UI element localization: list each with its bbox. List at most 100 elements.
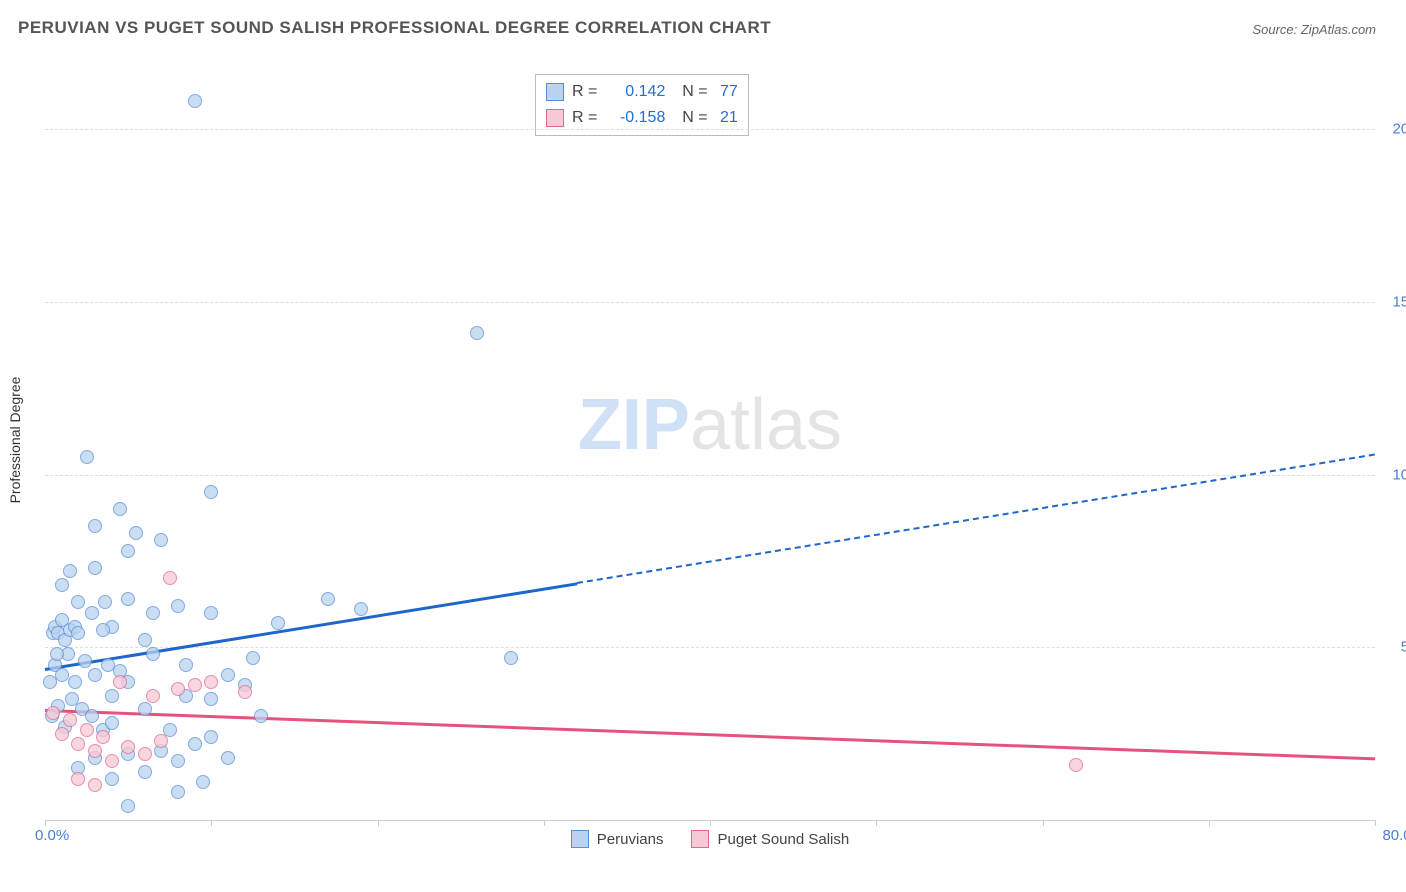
x-tick: [876, 820, 877, 826]
legend-item: Puget Sound Salish: [691, 830, 849, 848]
data-point: [96, 730, 110, 744]
data-point: [470, 326, 484, 340]
data-point: [96, 623, 110, 637]
data-point: [204, 485, 218, 499]
watermark-atlas: atlas: [690, 385, 842, 465]
y-axis-label: Professional Degree: [7, 377, 23, 504]
data-point: [188, 737, 202, 751]
y-tick-label: 20.0%: [1380, 121, 1406, 138]
legend-label: Peruvians: [597, 831, 664, 848]
x-tick: [1375, 820, 1376, 826]
data-point: [188, 678, 202, 692]
x-tick: [1043, 820, 1044, 826]
legend-swatch: [546, 83, 564, 101]
data-point: [121, 544, 135, 558]
data-point: [85, 606, 99, 620]
data-point: [71, 595, 85, 609]
data-point: [138, 702, 152, 716]
x-axis-max-label: 80.0%: [1382, 827, 1406, 844]
data-point: [78, 654, 92, 668]
x-tick: [544, 820, 545, 826]
data-point: [254, 709, 268, 723]
data-point: [71, 737, 85, 751]
data-point: [354, 602, 368, 616]
data-point: [55, 727, 69, 741]
gridline: [45, 302, 1375, 303]
data-point: [196, 775, 210, 789]
x-tick: [710, 820, 711, 826]
data-point: [204, 692, 218, 706]
data-point: [179, 658, 193, 672]
r-label: R =: [572, 83, 597, 101]
plot-container: ZIPatlas Professional Degree R =0.142 N …: [45, 50, 1375, 830]
data-point: [129, 526, 143, 540]
trend-line: [577, 454, 1375, 584]
chart-title: PERUVIAN VS PUGET SOUND SALISH PROFESSIO…: [18, 18, 771, 38]
gridline: [45, 647, 1375, 648]
y-tick-label: 15.0%: [1380, 293, 1406, 310]
x-tick: [1209, 820, 1210, 826]
plot-area: ZIPatlas Professional Degree R =0.142 N …: [45, 60, 1375, 821]
data-point: [88, 778, 102, 792]
data-point: [221, 751, 235, 765]
gridline: [45, 129, 1375, 130]
data-point: [88, 744, 102, 758]
data-point: [238, 685, 252, 699]
data-point: [68, 675, 82, 689]
data-point: [504, 651, 518, 665]
data-point: [71, 626, 85, 640]
legend-swatch: [571, 830, 589, 848]
r-value: 0.142: [605, 83, 665, 101]
data-point: [113, 675, 127, 689]
correlation-row: R =0.142 N = 77: [546, 79, 738, 105]
data-point: [63, 713, 77, 727]
data-point: [63, 564, 77, 578]
data-point: [105, 689, 119, 703]
data-point: [138, 633, 152, 647]
source-attribution: Source: ZipAtlas.com: [1252, 22, 1376, 37]
r-label: R =: [572, 109, 597, 127]
data-point: [221, 668, 235, 682]
watermark: ZIPatlas: [578, 384, 842, 466]
data-point: [88, 668, 102, 682]
legend-swatch: [546, 109, 564, 127]
data-point: [105, 772, 119, 786]
legend-swatch: [691, 830, 709, 848]
data-point: [88, 519, 102, 533]
y-tick-label: 10.0%: [1380, 466, 1406, 483]
data-point: [146, 647, 160, 661]
legend-item: Peruvians: [571, 830, 664, 848]
data-point: [98, 595, 112, 609]
data-point: [138, 747, 152, 761]
data-point: [105, 716, 119, 730]
data-point: [271, 616, 285, 630]
data-point: [80, 450, 94, 464]
series-legend: Peruvians Puget Sound Salish: [45, 830, 1375, 848]
data-point: [171, 682, 185, 696]
data-point: [43, 675, 57, 689]
data-point: [204, 730, 218, 744]
data-point: [121, 740, 135, 754]
y-tick-label: 5.0%: [1380, 639, 1406, 656]
gridline: [45, 475, 1375, 476]
data-point: [188, 94, 202, 108]
data-point: [105, 754, 119, 768]
legend-label: Puget Sound Salish: [717, 831, 849, 848]
watermark-zip: ZIP: [578, 385, 690, 465]
data-point: [88, 561, 102, 575]
data-point: [121, 592, 135, 606]
data-point: [204, 606, 218, 620]
n-value: 21: [716, 109, 738, 127]
x-tick: [211, 820, 212, 826]
data-point: [154, 533, 168, 547]
data-point: [71, 772, 85, 786]
data-point: [171, 599, 185, 613]
data-point: [1069, 758, 1083, 772]
n-value: 77: [716, 83, 738, 101]
data-point: [171, 754, 185, 768]
data-point: [146, 606, 160, 620]
data-point: [171, 785, 185, 799]
x-tick: [45, 820, 46, 826]
trend-line: [45, 709, 1375, 760]
correlation-legend: R =0.142 N = 77R =-0.158 N = 21: [535, 74, 749, 136]
